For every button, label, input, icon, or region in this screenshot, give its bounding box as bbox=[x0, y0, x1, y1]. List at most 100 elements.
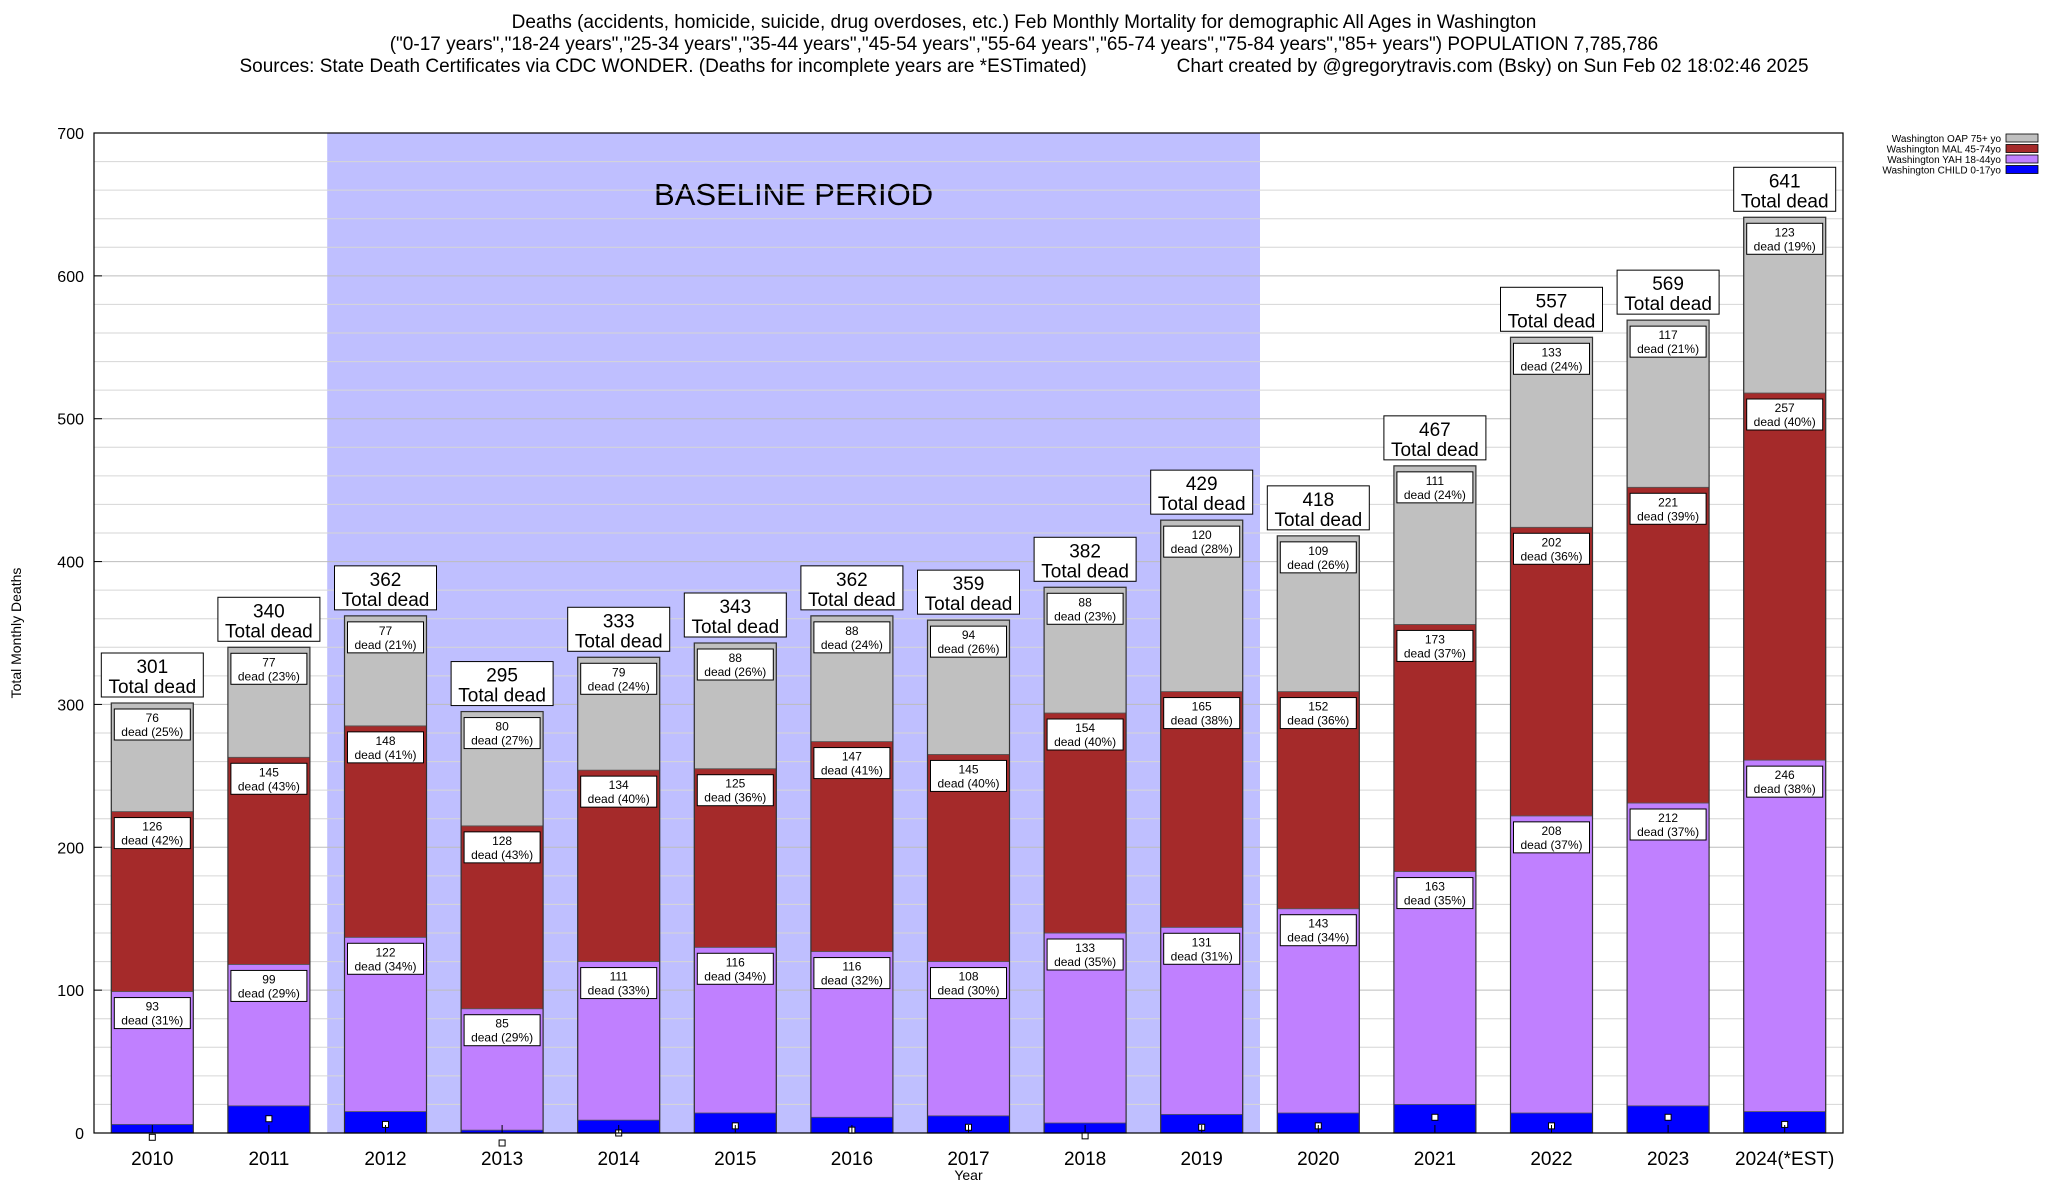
segment-percent-label: dead (26%) bbox=[704, 665, 766, 679]
segment-percent-label: dead (34%) bbox=[704, 969, 766, 983]
segment-label-box bbox=[347, 731, 424, 764]
segment-value-label: 120 bbox=[1192, 528, 1212, 542]
total-text-label: Total dead bbox=[1391, 440, 1479, 461]
segment-percent-label: dead (42%) bbox=[121, 834, 183, 848]
legend-swatch bbox=[2005, 144, 2039, 153]
x-tick-label: 2014 bbox=[598, 1149, 641, 1170]
total-text-label: Total dead bbox=[1041, 561, 1129, 582]
total-label-box bbox=[800, 565, 904, 611]
segment-label-box bbox=[1046, 718, 1124, 751]
segment-value-label: 99 bbox=[262, 972, 276, 986]
segment-label-box bbox=[1513, 532, 1590, 565]
segment-label-box bbox=[1396, 877, 1474, 910]
total-text-label: Total dead bbox=[458, 686, 546, 707]
segment-label-box bbox=[1629, 325, 1707, 358]
sources-text: Sources: State Death Certificates via CD… bbox=[239, 56, 1087, 77]
segment-value-label: 148 bbox=[375, 734, 395, 748]
segment-value-label: 154 bbox=[1075, 721, 1095, 735]
y-tick-label: 600 bbox=[57, 269, 84, 286]
segment-value-label: 76 bbox=[146, 711, 160, 725]
plot-frame bbox=[93, 132, 1844, 1134]
segment-label-box bbox=[1746, 398, 1824, 431]
legend-entry-label: Washington MAL 45-74yo bbox=[1887, 145, 2002, 156]
segment-value-label: 163 bbox=[1425, 880, 1445, 894]
segment-label-box bbox=[1046, 592, 1124, 625]
segment-percent-label: dead (34%) bbox=[1287, 931, 1349, 945]
segment-value-label: 145 bbox=[958, 762, 978, 776]
segment-percent-label: dead (38%) bbox=[1171, 714, 1233, 728]
segment-value-label: 88 bbox=[1078, 595, 1092, 609]
total-value-label: 340 bbox=[253, 601, 285, 622]
segment-label-box bbox=[813, 747, 891, 780]
segment-value-label: 143 bbox=[1308, 917, 1328, 931]
segment-value-label: 111 bbox=[1426, 474, 1445, 488]
total-label-box bbox=[1033, 536, 1137, 582]
baseline-period-label: BASELINE PERIOD bbox=[654, 177, 933, 212]
bar-segment bbox=[1743, 759, 1827, 1112]
segment-percent-label: dead (40%) bbox=[937, 776, 999, 790]
segment-label-box bbox=[696, 774, 774, 807]
legend-entry-label: Washington CHILD 0-17yo bbox=[1882, 166, 2001, 177]
total-value-label: 362 bbox=[370, 570, 402, 591]
total-text-label: Total dead bbox=[575, 631, 663, 652]
segment-value-label: 108 bbox=[958, 970, 978, 984]
bar-segment bbox=[1626, 802, 1710, 1107]
segment-label-box bbox=[580, 662, 658, 695]
segment-value-label: 116 bbox=[726, 955, 745, 969]
segment-label-box bbox=[1046, 938, 1124, 971]
segment-percent-label: dead (36%) bbox=[1287, 714, 1349, 728]
total-label-box bbox=[100, 652, 204, 698]
segment-label-box bbox=[113, 708, 191, 741]
segment-label-box bbox=[813, 957, 891, 990]
segment-label-box bbox=[696, 648, 774, 681]
segment-value-label: 117 bbox=[1659, 328, 1678, 342]
segment-value-label: 77 bbox=[379, 624, 393, 638]
segment-value-label: 202 bbox=[1541, 535, 1561, 549]
total-label-box bbox=[917, 569, 1020, 615]
segment-label-box bbox=[347, 942, 424, 975]
x-axis-label: Year bbox=[954, 1167, 983, 1183]
segment-percent-label: dead (23%) bbox=[238, 669, 300, 683]
marker-point bbox=[265, 1115, 273, 1123]
segment-value-label: 94 bbox=[962, 628, 976, 642]
legend-entry-label: Washington YAH 18-44yo bbox=[1887, 155, 2001, 166]
segment-label-box bbox=[230, 762, 308, 795]
x-tick-label: 2020 bbox=[1297, 1149, 1339, 1170]
segment-label-box bbox=[930, 759, 1007, 792]
total-value-label: 295 bbox=[486, 666, 518, 687]
segment-label-box bbox=[1629, 808, 1707, 841]
total-label-box bbox=[1733, 166, 1837, 212]
segment-percent-label: dead (34%) bbox=[354, 959, 416, 973]
marker-point bbox=[1431, 1113, 1439, 1121]
segment-label-box bbox=[930, 967, 1007, 1000]
segment-percent-label: dead (25%) bbox=[121, 725, 183, 739]
total-value-label: 429 bbox=[1186, 474, 1218, 495]
segment-percent-label: dead (23%) bbox=[1054, 609, 1116, 623]
total-label-box bbox=[450, 661, 554, 707]
segment-value-label: 134 bbox=[609, 778, 629, 792]
total-label-box bbox=[334, 565, 437, 611]
segment-percent-label: dead (19%) bbox=[1754, 239, 1816, 253]
bar-segment bbox=[1510, 526, 1593, 817]
segment-label-box bbox=[1279, 697, 1357, 730]
segment-label-box bbox=[113, 997, 191, 1030]
segment-label-box bbox=[463, 717, 541, 750]
segment-label-box bbox=[1396, 471, 1474, 504]
segment-label-box bbox=[463, 831, 541, 864]
segment-value-label: 221 bbox=[1658, 495, 1678, 509]
segment-label-box bbox=[580, 775, 658, 808]
total-text-label: Total dead bbox=[808, 590, 896, 611]
legend-swatch bbox=[2005, 165, 2039, 174]
x-tick-label: 2018 bbox=[1064, 1149, 1106, 1170]
segment-percent-label: dead (43%) bbox=[238, 779, 300, 793]
total-text-label: Total dead bbox=[342, 590, 430, 611]
total-value-label: 362 bbox=[836, 570, 868, 591]
total-text-label: Total dead bbox=[225, 621, 313, 642]
segment-percent-label: dead (37%) bbox=[1520, 838, 1582, 852]
segment-label-box bbox=[347, 621, 424, 654]
total-value-label: 641 bbox=[1769, 171, 1801, 192]
total-text-label: Total dead bbox=[1274, 510, 1362, 531]
segment-percent-label: dead (24%) bbox=[1520, 359, 1582, 373]
